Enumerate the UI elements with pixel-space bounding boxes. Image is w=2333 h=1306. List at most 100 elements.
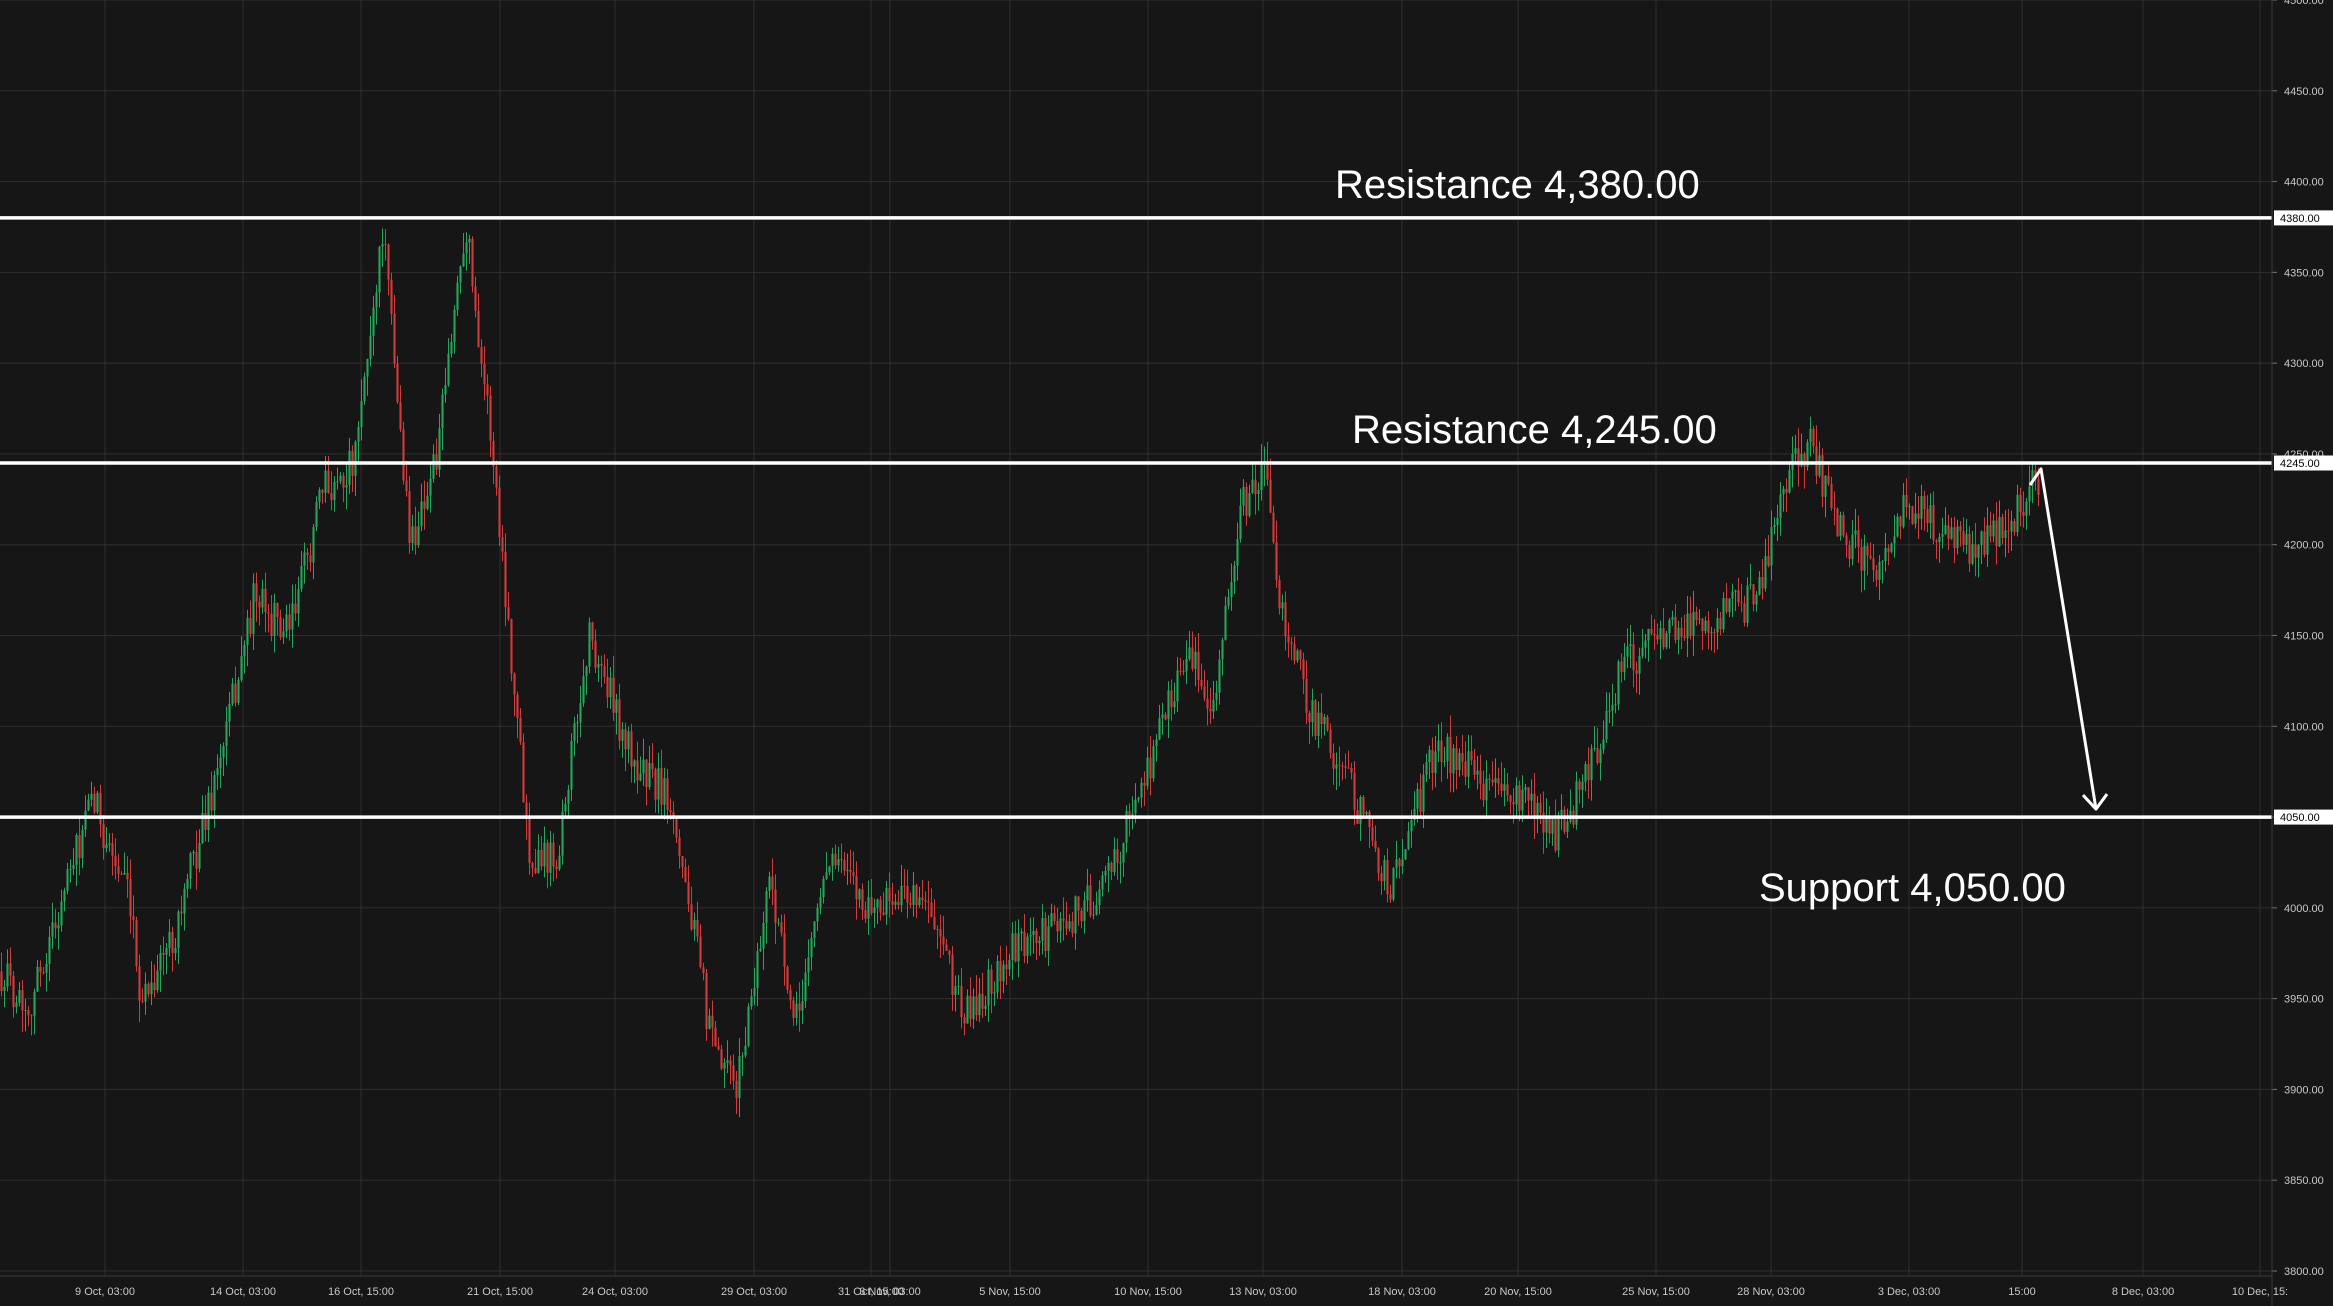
candle-body: [237, 679, 240, 703]
candle-body: [1452, 748, 1455, 774]
candle-body: [1743, 603, 1746, 623]
candle-body: [858, 889, 861, 900]
candle-body: [261, 588, 264, 608]
candle-body: [171, 931, 174, 954]
candle-body: [360, 401, 363, 428]
candle-body: [147, 983, 150, 995]
candle-body: [1626, 646, 1629, 657]
candle-body: [780, 922, 783, 933]
candle-body: [1296, 650, 1299, 661]
candle-body: [2025, 501, 2028, 516]
candle-body: [1029, 934, 1032, 937]
candle-body: [240, 656, 243, 680]
candle-body: [24, 1010, 27, 1012]
candle-body: [1416, 789, 1419, 809]
candle-body: [1932, 505, 1935, 541]
candle-body: [1185, 659, 1188, 672]
candle-body: [1227, 597, 1230, 606]
candle-body: [1467, 751, 1470, 777]
candle-body: [2016, 494, 2019, 532]
candle-body: [1974, 544, 1977, 558]
y-tick-label: 3900.00: [2284, 1084, 2324, 1096]
candle-body: [2004, 530, 2007, 539]
candle-body: [1821, 455, 1824, 497]
candle-body: [441, 394, 444, 429]
candle-body: [1326, 717, 1329, 730]
candle-body: [1863, 545, 1866, 571]
candle-body: [1776, 517, 1779, 525]
candle-body: [255, 583, 258, 602]
candle-body: [867, 897, 870, 919]
candle-body: [1122, 842, 1125, 863]
candle-body: [960, 985, 963, 1018]
candle-body: [1689, 613, 1692, 636]
candle-body: [1806, 442, 1809, 467]
candle-body: [129, 879, 132, 917]
candle-body: [834, 853, 837, 866]
candle-body: [1875, 570, 1878, 580]
candle-body: [1983, 531, 1986, 555]
candle-body: [633, 760, 636, 767]
candle-body: [1722, 598, 1725, 630]
candle-body: [1176, 670, 1179, 702]
candle-body: [1476, 770, 1479, 775]
candle-body: [309, 555, 312, 563]
candle-body: [321, 489, 324, 493]
candle-body: [1752, 584, 1755, 605]
candle-body: [1188, 647, 1191, 660]
candle-body: [582, 676, 585, 704]
candle-body: [729, 1060, 732, 1066]
candle-body: [465, 242, 468, 254]
candle-body: [561, 811, 564, 856]
candle-body: [294, 603, 297, 614]
candle-body: [534, 867, 537, 874]
candle-body: [1104, 870, 1107, 876]
candle-body: [1596, 747, 1599, 764]
candle-body: [1851, 534, 1854, 559]
candle-body: [1893, 536, 1896, 544]
candle-body: [1338, 764, 1341, 766]
candle-body: [585, 666, 588, 677]
candle-body: [1026, 936, 1029, 956]
candle-body: [1080, 910, 1083, 922]
projection-arrow-shaft[interactable]: [2028, 467, 2098, 810]
candle-body: [1566, 821, 1569, 832]
candle-body: [1587, 764, 1590, 781]
y-tick-label: 4200.00: [2284, 540, 2324, 552]
candle-body: [531, 862, 534, 868]
candle-body: [1749, 584, 1752, 586]
candle-body: [1515, 785, 1518, 805]
candle-body: [1044, 917, 1047, 951]
candle-body: [426, 495, 429, 509]
candle-body: [774, 889, 777, 923]
candle-body: [1008, 960, 1011, 970]
candle-body: [855, 875, 858, 900]
candle-body: [201, 813, 204, 843]
candle-body: [618, 699, 621, 741]
candle-body: [1371, 827, 1374, 841]
candle-body: [849, 869, 852, 873]
candle-body: [1179, 670, 1182, 672]
candle-body: [249, 617, 252, 634]
candle-body: [1944, 525, 1947, 535]
candle-body: [1548, 815, 1551, 834]
candle-body: [282, 631, 285, 638]
x-tick-label: 3 Nov, 03:00: [859, 1286, 921, 1298]
candle-body: [573, 723, 576, 742]
candle-body: [1581, 781, 1584, 790]
candle-body: [1170, 690, 1173, 708]
candle-body: [9, 963, 12, 976]
candle-body: [396, 363, 399, 403]
candle-body: [1200, 679, 1203, 687]
candle-body: [1002, 964, 1005, 982]
candle-body: [1446, 736, 1449, 762]
candle-body: [510, 619, 513, 674]
candle-body: [678, 837, 681, 857]
candle-body: [1482, 783, 1485, 801]
candle-body: [861, 889, 864, 911]
candle-body: [1167, 690, 1170, 720]
candle-body: [579, 703, 582, 723]
candle-body: [693, 920, 696, 930]
candle-body: [99, 792, 102, 825]
